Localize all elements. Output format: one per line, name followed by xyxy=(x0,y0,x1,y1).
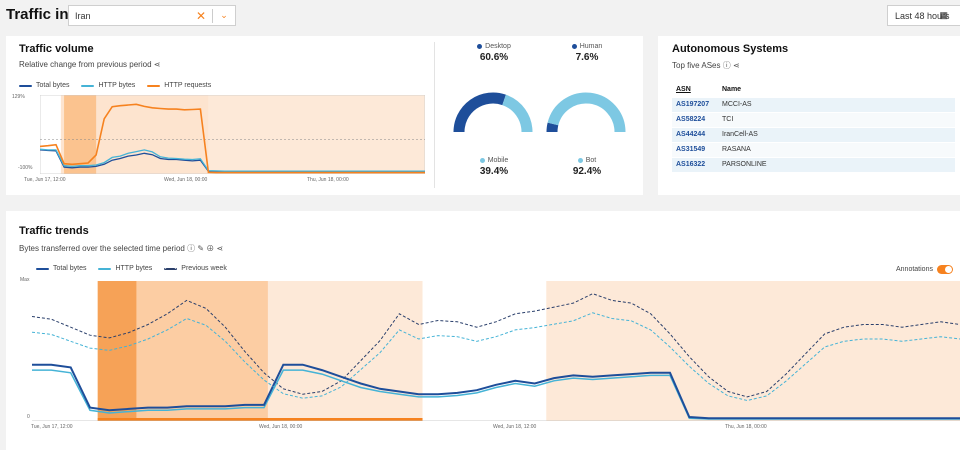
traffic-trends-card: Traffic trends Bytes transferred over th… xyxy=(6,211,960,450)
calendar-icon: ▦ xyxy=(939,10,948,20)
share-bot-value: 92.4% xyxy=(572,166,602,177)
legend-item-previous-week[interactable]: Previous week xyxy=(164,265,227,272)
as-name: RASANA xyxy=(718,141,955,157)
asn-link[interactable]: AS58224 xyxy=(672,111,718,127)
series-line-total-bytes xyxy=(32,363,960,420)
legend-dot xyxy=(571,43,577,49)
share-mobile: Mobile 39.4% xyxy=(454,157,534,177)
share-human-value: 7.6% xyxy=(575,52,599,63)
date-range-button[interactable]: Last 48 hours ▦ xyxy=(887,5,960,26)
gauge-slice-desktop xyxy=(453,92,506,133)
y-tick-label: Max xyxy=(20,277,30,283)
desktop-mobile-gauge[interactable] xyxy=(448,90,538,136)
help-icon[interactable]: ⓘ xyxy=(187,244,196,253)
y-tick-label: 129% xyxy=(12,94,25,100)
series-line-http-bytes xyxy=(40,148,425,172)
annotation-marker xyxy=(97,418,423,421)
as-name: TCI xyxy=(718,111,955,127)
country-select-value: Iran xyxy=(75,10,91,21)
table-row[interactable]: AS58224 TCI xyxy=(672,111,955,127)
traffic-trends-chart[interactable] xyxy=(32,281,960,421)
annotation-region xyxy=(208,95,425,174)
legend-item-total-bytes[interactable]: Total bytes xyxy=(36,265,86,272)
share-bot: Bot 92.4% xyxy=(547,157,627,177)
share-icon[interactable]: ⋖ xyxy=(216,244,224,253)
annotations-label: Annotations xyxy=(896,266,933,273)
asn-link[interactable]: AS44244 xyxy=(672,126,718,142)
x-tick-label: Tue, Jun 17, 12:00 xyxy=(31,424,73,430)
traffic-trends-legend: Total bytes HTTP bytes Previous week xyxy=(36,265,227,272)
legend-item-http-bytes[interactable]: HTTP bytes xyxy=(81,82,135,89)
chevron-down-icon[interactable]: ⌄ xyxy=(220,10,228,20)
country-select[interactable]: Iran ✕ ⌄ xyxy=(68,5,236,26)
x-tick-label: Thu, Jun 18, 00:00 xyxy=(307,177,349,183)
legend-item-total-bytes[interactable]: Total bytes xyxy=(19,82,69,89)
traffic-volume-subtitle: Relative change from previous period ⋖ xyxy=(19,60,161,69)
autonomous-systems-title: Autonomous Systems xyxy=(672,43,789,55)
gauge-slice-human xyxy=(546,122,559,133)
annotate-icon[interactable]: ✎ xyxy=(197,244,205,253)
x-tick-label: Wed, Jun 18, 00:00 xyxy=(259,424,303,430)
gauge-slice-bot xyxy=(547,92,626,133)
y-tick-label: 0 xyxy=(27,414,30,420)
x-tick-label: Tue, Jun 17, 12:00 xyxy=(24,177,66,183)
annotation-region xyxy=(546,281,960,421)
traffic-volume-legend: Total bytes HTTP bytes HTTP requests xyxy=(19,82,211,89)
traffic-trends-title: Traffic trends xyxy=(19,225,89,237)
autonomous-systems-subtitle: Top five ASes ⓘ ⋖ xyxy=(672,61,740,70)
series-line-previous-week-http xyxy=(32,312,960,402)
x-tick-label: Wed, Jun 18, 00:00 xyxy=(164,177,208,183)
y-tick-label: -100% xyxy=(18,165,33,171)
table-row[interactable]: AS44244 IranCell-AS xyxy=(672,126,955,142)
x-tick-label: Thu, Jun 18, 00:00 xyxy=(725,424,767,430)
asn-table: ASN Name AS197207 MCCI-AS AS58224 TCI AS44… xyxy=(672,83,955,172)
divider xyxy=(434,42,435,188)
traffic-volume-title: Traffic volume xyxy=(19,43,94,55)
zoom-icon[interactable]: ⊕ xyxy=(206,244,215,253)
asn-link[interactable]: AS31549 xyxy=(672,141,718,157)
legend-dot xyxy=(477,43,483,49)
annotation-region xyxy=(97,281,137,421)
traffic-volume-chart[interactable] xyxy=(40,95,425,174)
toggle-switch[interactable] xyxy=(936,265,953,274)
legend-item-http-requests[interactable]: HTTP requests xyxy=(147,82,211,89)
as-name: PARSONLINE xyxy=(718,156,955,172)
legend-item-http-bytes[interactable]: HTTP bytes xyxy=(98,265,152,272)
legend-dot xyxy=(479,157,485,163)
table-row[interactable]: AS197207 MCCI-AS xyxy=(672,96,955,112)
help-icon[interactable]: ⓘ xyxy=(722,61,731,70)
column-header-asn[interactable]: ASN xyxy=(676,86,691,94)
share-icon[interactable]: ⋖ xyxy=(732,61,740,70)
as-name: IranCell-AS xyxy=(718,126,955,142)
traffic-volume-card: Traffic volume Relative change from prev… xyxy=(6,36,643,195)
as-name: MCCI-AS xyxy=(718,96,955,112)
human-bot-gauge[interactable] xyxy=(541,90,631,136)
share-desktop-value: 60.6% xyxy=(479,52,509,63)
column-header-name[interactable]: Name xyxy=(722,86,742,94)
page-title: Traffic in xyxy=(6,6,69,23)
date-range-label: Last 48 hours xyxy=(895,11,950,21)
gauge-slice-mobile xyxy=(501,94,533,133)
table-header-row: ASN Name xyxy=(672,83,955,97)
x-tick-label: Wed, Jun 18, 12:00 xyxy=(493,424,537,430)
annotations-toggle[interactable]: Annotations xyxy=(896,265,953,274)
top-bar: Traffic in Iran ✕ ⌄ Last 48 hours ▦ xyxy=(0,0,960,34)
legend-dot xyxy=(577,157,583,163)
asn-link[interactable]: AS16322 xyxy=(672,156,718,172)
table-row[interactable]: AS16322 PARSONLINE xyxy=(672,156,955,172)
annotation-region xyxy=(64,95,97,174)
share-mobile-value: 39.4% xyxy=(479,166,509,177)
share-icon[interactable]: ⋖ xyxy=(153,60,161,69)
divider xyxy=(212,8,213,23)
clear-icon[interactable]: ✕ xyxy=(195,8,207,23)
asn-link[interactable]: AS197207 xyxy=(672,96,718,112)
series-line-http-requests xyxy=(40,103,425,174)
traffic-trends-subtitle: Bytes transferred over the selected time… xyxy=(19,244,224,253)
share-human: Human 7.6% xyxy=(547,43,627,63)
series-line-previous-week xyxy=(32,293,960,398)
share-desktop: Desktop 60.6% xyxy=(454,43,534,63)
table-row[interactable]: AS31549 RASANA xyxy=(672,141,955,157)
